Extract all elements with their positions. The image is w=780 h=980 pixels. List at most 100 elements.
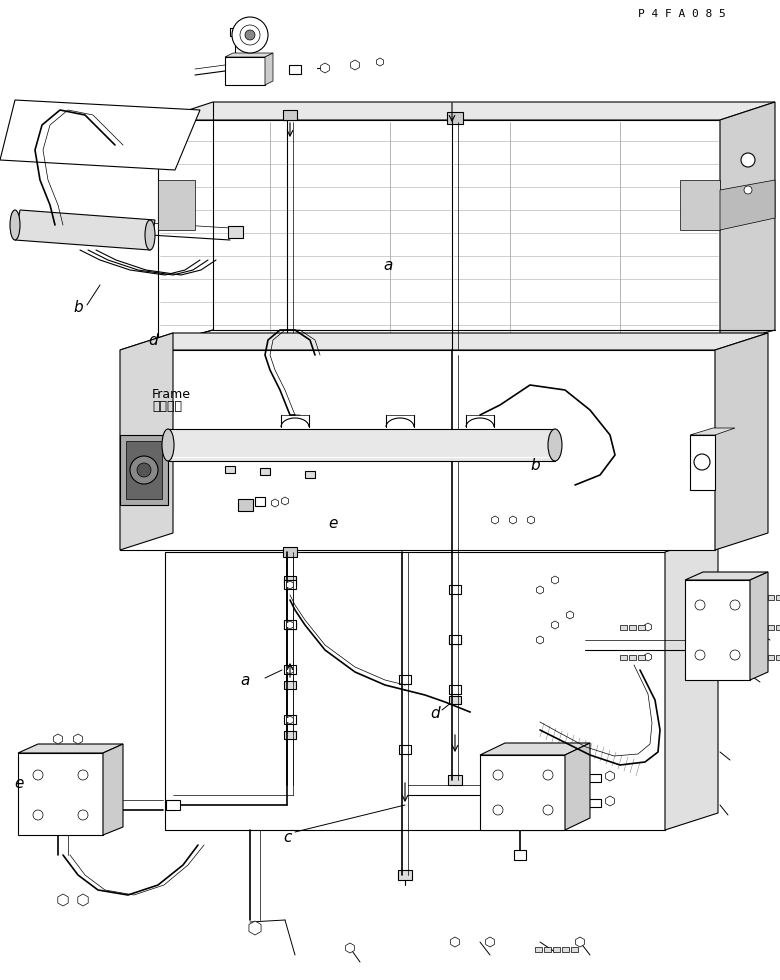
Bar <box>638 655 645 660</box>
Polygon shape <box>509 516 516 524</box>
Polygon shape <box>576 937 584 947</box>
Circle shape <box>251 924 258 932</box>
Text: c: c <box>283 830 292 845</box>
Polygon shape <box>158 102 775 120</box>
Ellipse shape <box>548 429 562 461</box>
Polygon shape <box>565 743 590 830</box>
Circle shape <box>646 655 650 659</box>
Circle shape <box>741 153 755 167</box>
Bar <box>620 625 627 630</box>
Polygon shape <box>120 333 173 550</box>
Bar <box>284 665 296 674</box>
Bar <box>284 681 296 689</box>
Bar <box>238 499 253 511</box>
Text: フレーム: フレーム <box>152 400 182 413</box>
Bar <box>449 696 461 704</box>
Circle shape <box>78 810 88 820</box>
Circle shape <box>568 613 572 617</box>
Bar <box>448 775 462 785</box>
Polygon shape <box>351 60 360 70</box>
Circle shape <box>288 718 292 722</box>
Circle shape <box>608 773 612 778</box>
Circle shape <box>553 623 557 627</box>
Polygon shape <box>265 53 273 85</box>
Circle shape <box>55 737 61 742</box>
Polygon shape <box>551 621 558 629</box>
Polygon shape <box>286 716 293 724</box>
Polygon shape <box>120 435 168 505</box>
Polygon shape <box>225 57 265 85</box>
Circle shape <box>245 30 255 40</box>
Polygon shape <box>486 937 495 947</box>
Polygon shape <box>0 100 200 170</box>
Bar <box>399 745 411 754</box>
Circle shape <box>493 805 503 815</box>
Ellipse shape <box>10 210 20 240</box>
Bar <box>589 799 601 807</box>
Bar <box>449 685 461 694</box>
Bar <box>449 635 461 644</box>
Circle shape <box>288 668 292 672</box>
Circle shape <box>378 60 382 64</box>
Bar <box>447 112 463 124</box>
Ellipse shape <box>162 429 174 461</box>
Circle shape <box>694 454 710 470</box>
Polygon shape <box>644 653 651 661</box>
Bar <box>284 731 296 739</box>
Bar <box>449 585 461 594</box>
Text: Frame: Frame <box>152 388 191 401</box>
Text: a: a <box>383 258 392 273</box>
Polygon shape <box>605 796 615 806</box>
Circle shape <box>137 463 151 477</box>
Circle shape <box>730 600 740 610</box>
Bar <box>283 110 297 120</box>
Circle shape <box>529 518 533 522</box>
Ellipse shape <box>145 220 155 250</box>
Polygon shape <box>249 921 261 935</box>
Circle shape <box>283 499 287 503</box>
Bar <box>768 595 774 600</box>
Text: d: d <box>430 706 440 721</box>
Circle shape <box>353 63 357 68</box>
Bar <box>768 625 774 630</box>
Polygon shape <box>491 516 498 524</box>
Polygon shape <box>690 435 715 490</box>
Bar <box>776 625 780 630</box>
Polygon shape <box>537 636 544 644</box>
Circle shape <box>538 588 542 592</box>
Text: a: a <box>240 673 250 688</box>
Circle shape <box>511 518 515 522</box>
Polygon shape <box>54 734 62 744</box>
Circle shape <box>608 799 612 804</box>
Bar <box>284 580 296 589</box>
Circle shape <box>488 940 492 945</box>
Circle shape <box>452 940 458 945</box>
Polygon shape <box>158 180 195 230</box>
Bar <box>514 850 526 860</box>
Bar <box>535 947 542 952</box>
Bar <box>768 655 774 660</box>
Bar <box>571 947 578 952</box>
Bar <box>284 715 296 724</box>
Polygon shape <box>480 755 565 830</box>
Bar <box>776 655 780 660</box>
Polygon shape <box>286 581 293 589</box>
Circle shape <box>232 17 268 53</box>
Polygon shape <box>271 499 278 507</box>
Text: b: b <box>530 458 540 473</box>
Polygon shape <box>321 63 329 73</box>
Bar <box>289 65 301 74</box>
Bar <box>589 774 601 782</box>
Bar <box>638 625 645 630</box>
Bar <box>399 675 411 684</box>
Circle shape <box>76 737 80 742</box>
Circle shape <box>240 25 260 45</box>
Bar <box>225 466 235 473</box>
Circle shape <box>730 650 740 660</box>
Bar <box>544 947 551 952</box>
Text: e: e <box>14 776 23 791</box>
Polygon shape <box>225 53 273 57</box>
Circle shape <box>543 805 553 815</box>
Bar <box>562 947 569 952</box>
Bar <box>553 947 560 952</box>
